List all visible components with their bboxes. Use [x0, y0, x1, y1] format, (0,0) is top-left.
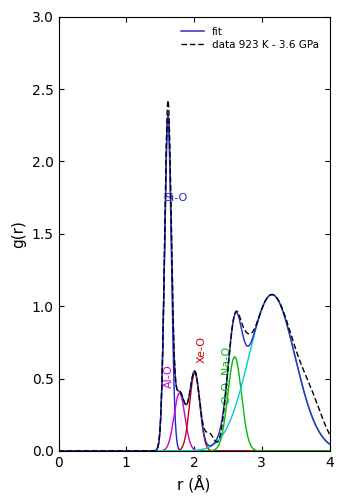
data 923 K - 3.6 GPa	[160, 359, 165, 365]
Text: O-O, Na-O: O-O, Na-O	[221, 347, 231, 404]
data 923 K - 3.6 GPa	[166, 97, 170, 103]
data 923 K - 3.6 GPa	[322, 420, 326, 426]
fit	[293, 354, 297, 360]
data 923 K - 3.6 GPa	[104, 448, 108, 454]
fit	[327, 441, 332, 447]
fit	[104, 448, 108, 454]
data 923 K - 3.6 GPa	[327, 431, 332, 437]
Text: Al-O: Al-O	[164, 364, 174, 388]
fit	[322, 436, 326, 442]
data 923 K - 3.6 GPa	[293, 344, 297, 350]
fit	[57, 448, 61, 454]
Legend: fit, data 923 K - 3.6 GPa: fit, data 923 K - 3.6 GPa	[176, 22, 324, 55]
fit	[172, 354, 176, 360]
data 923 K - 3.6 GPa	[172, 354, 176, 360]
Line: data 923 K - 3.6 GPa: data 923 K - 3.6 GPa	[59, 100, 329, 451]
Y-axis label: g(r): g(r)	[11, 220, 26, 248]
Text: Si-O: Si-O	[164, 193, 187, 203]
fit	[160, 359, 165, 365]
data 923 K - 3.6 GPa	[57, 448, 61, 454]
Text: Xe-O: Xe-O	[197, 336, 207, 363]
fit	[166, 112, 170, 118]
Line: fit: fit	[59, 115, 329, 451]
data 923 K - 3.6 GPa	[87, 448, 91, 454]
fit	[87, 448, 91, 454]
X-axis label: r (Å): r (Å)	[177, 475, 211, 493]
